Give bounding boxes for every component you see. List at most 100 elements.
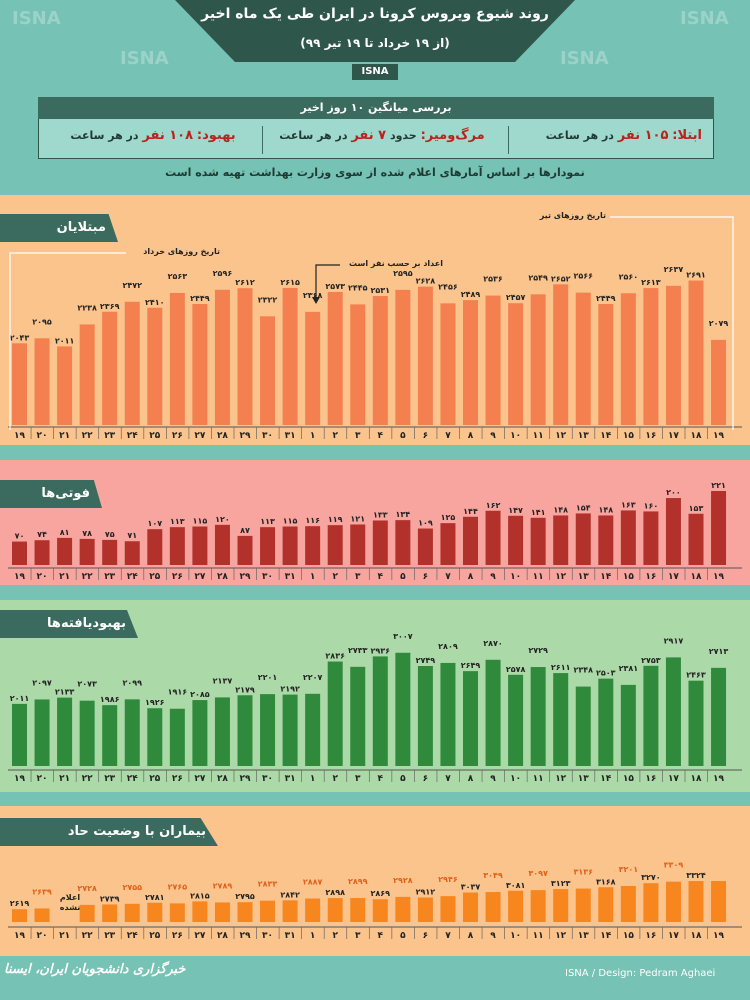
data-label: ۳۲۰۱ [619,865,639,874]
bar [372,656,388,766]
numbers-unit-note: اعداد بر حسب نفر است [349,259,443,268]
x-tick-label: ۲۷ [194,431,205,441]
footer-agency-logo: خبرگزاری دانشجویان ایران، ایسنا [4,962,186,977]
data-label: ۲۳۲۲ [258,295,278,304]
data-label: ۲۵۹۶ [213,269,233,278]
data-label: ۲۰۷۳ [77,680,97,689]
bar [169,903,185,922]
bar [395,520,411,565]
x-tick-label: ۲۸ [217,774,228,784]
x-tick-label: ۲۱ [59,931,70,941]
data-label: ۲۵۰۳ [596,669,616,678]
x-tick-label: ۱۹ [713,931,724,941]
data-label: ۱۱۶ [305,516,320,525]
x-tick-label: ۱۹ [14,774,25,784]
bar [34,699,50,766]
x-tick-label: ۱۹ [713,431,724,441]
data-label: ۳۳۰۹ [664,861,684,870]
x-tick-label: ۲۹ [240,572,251,582]
x-tick-label: ۸ [468,431,474,441]
recovery-average: بهبود: ۱۰۸ نفر در هر ساعت [50,128,256,143]
bar [102,705,118,766]
data-label: ۲۳۶۹ [100,302,120,311]
data-label: ۲۶۱۳ [641,278,661,287]
bar [440,523,456,565]
x-tick-label: ۱۵ [623,774,634,784]
x-tick-label: ۷ [445,572,451,582]
x-tick-label: ۲۵ [149,774,160,784]
bar [417,286,433,425]
x-tick-label: ۱۸ [691,431,702,441]
data-label: ۲۹۲۸ [393,876,413,885]
bar [620,293,636,425]
recovery-label: بهبود: [196,128,236,143]
x-tick-label: ۳۱ [285,431,296,441]
bar [282,526,298,565]
data-label: ۳۰۹۷ [528,869,548,878]
critical-panel-title: بیماران با وضعیت حاد [0,818,218,846]
data-label: ۱۴۷ [508,506,523,515]
bar [711,881,727,922]
bar [260,900,276,922]
bar [282,694,298,766]
x-tick-label: ۱۴ [600,572,611,582]
data-label: ۲۶۱۱ [551,663,571,672]
bar [12,703,27,766]
data-label: ۱۹۲۶ [145,698,165,707]
x-tick-label: ۱۰ [510,931,521,941]
footer-credit: ISNA / Design: Pedram Aghaei [565,968,716,979]
x-tick-label: ۲۳ [104,431,115,441]
bar [305,898,321,922]
data-label: ۲۴۱۰ [145,298,165,307]
data-label: ۱۲۵ [441,513,456,522]
data-label: ۲۱۳۳ [55,688,75,697]
bar [688,280,704,425]
bar [620,684,636,766]
x-tick-label: ۳۰ [262,774,273,784]
data-label: ۲۸۴۲ [280,890,300,899]
bar [643,288,659,425]
x-tick-label: ۱۵ [623,431,634,441]
x-tick-label: ۲۲ [82,931,93,941]
x-tick-label: ۲۰ [37,931,48,941]
data-label: ۲۸۹۹ [348,877,368,886]
bar [688,680,704,766]
data-label: ۳۲۷۰ [641,873,661,882]
bar [665,285,681,425]
infection-average: ابتلا: ۱۰۵ نفر در هر ساعت [530,128,702,143]
bar [395,289,411,425]
page-subtitle: (از ۱۹ خرداد تا ۱۹ تیر ۹۹) [300,36,450,50]
bar [530,890,546,922]
death-value: ۷ نفر [351,128,387,143]
data-label: ۲۲۳۸ [77,303,97,312]
bar [327,525,343,565]
averages-heading: بررسی میانگین ۱۰ روز اخیر [38,97,714,119]
bar [711,491,727,565]
x-tick-label: ۲۴ [127,931,138,941]
isna-tag: ISNA [352,64,398,80]
bar [620,510,636,565]
death-average: مرگ‌ومیر: حدود ۷ نفر در هر ساعت [262,128,502,143]
bar [147,529,163,565]
data-label: ۲۴۴۹ [596,294,616,303]
khordad-dates-label: تاریخ روزهای خرداد [143,247,220,256]
x-tick-label: ۱۱ [533,931,544,941]
x-tick-label: ۷ [445,431,451,441]
bar [688,881,704,922]
bar [214,697,230,766]
x-tick-label: ۱۵ [623,572,634,582]
data-label: ۷۱ [127,531,137,540]
bar [485,659,501,766]
x-tick-label: ۱۳ [578,431,589,441]
x-tick-label: ۵ [400,931,406,941]
x-tick-label: ۲۹ [240,774,251,784]
x-tick-label: ۲۳ [104,572,115,582]
bar [102,539,118,565]
bar [260,694,276,766]
data-label: ۲۸۶۹ [371,889,391,898]
data-label: ۲۰۹۷ [32,678,52,687]
x-tick-label: ۲۶ [172,931,183,941]
